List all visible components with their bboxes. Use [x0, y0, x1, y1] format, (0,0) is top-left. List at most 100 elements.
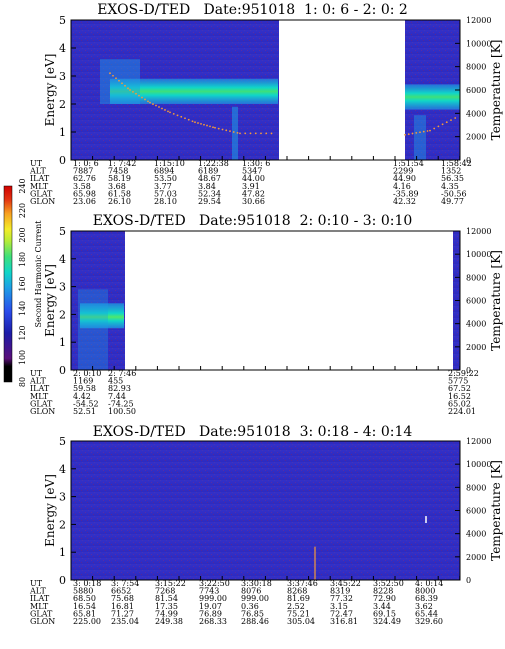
info-row-value: 3: 7:54 [111, 579, 139, 588]
info-row-value: 2: 0:10 [73, 369, 101, 378]
temperature-point [429, 129, 431, 132]
info-row-value: 44.90 [393, 174, 416, 183]
intensity-band [78, 289, 108, 370]
temperature-point [191, 120, 194, 123]
info-row-label: ILAT [30, 174, 50, 183]
y2-tick-label: 4000 [466, 320, 486, 329]
info-row-value: 3:30:18 [241, 579, 272, 588]
title-panel-1: EXOS-D/TED Date:951018 1: 0: 6 - 2: 0: 2 [97, 2, 408, 18]
info-row-value: 68.39 [415, 594, 438, 603]
panel-2: 0 1 2 3 4 5 0 2000 4000 6000 8000 10000 12000 Energy … [29, 225, 503, 416]
info-row-value: 1352 [441, 167, 461, 176]
info-row-value: 7.44 [108, 392, 126, 401]
title-panel-3: EXOS-D/TED Date:951018 3: 0:18 - 4: 0:14 [92, 424, 413, 440]
spectrogram-block [71, 231, 125, 370]
plot-frame [70, 230, 461, 371]
temperature-point [118, 79, 120, 82]
info-row-label: GLON [30, 197, 55, 206]
colorbar-tick-label: 160 [18, 276, 27, 291]
info-row-value: 65.98 [73, 189, 96, 198]
temperature-point [206, 124, 208, 127]
temperature-point [109, 72, 111, 75]
info-row-value: -74.25 [108, 399, 134, 408]
info-row-value: 53.50 [154, 174, 177, 183]
temperature-point [200, 122, 202, 125]
y2-axis-label: Temperature [K] [489, 40, 503, 141]
info-row-value: 1: 7:42 [108, 159, 136, 168]
info-row-value: 7887 [73, 167, 93, 176]
temperature-point [187, 118, 190, 121]
temperature-point [221, 128, 224, 131]
info-row-value: 82.93 [108, 384, 131, 393]
y-tick-label: 1 [59, 336, 66, 349]
temperature-point [115, 77, 117, 80]
temperature-point [254, 132, 257, 135]
temperature-point [217, 127, 220, 130]
intensity-band [110, 78, 278, 104]
temperature-point [422, 130, 425, 133]
temperature-point [184, 117, 186, 120]
title-panel-2: EXOS-D/TED Date:951018 2: 0:10 - 3: 0:10 [92, 213, 413, 229]
temperature-point [239, 132, 241, 135]
info-row-label: GLAT [30, 609, 53, 618]
info-row-label: ALT [29, 167, 46, 176]
info-row-value: 324.49 [373, 617, 401, 626]
info-row-value: 3:15:22 [155, 579, 186, 588]
info-row-value: 3.58 [73, 182, 91, 191]
y-tick-label: 4 [59, 463, 66, 476]
y2-tick-label: 0 [466, 366, 471, 375]
info-row-value: 224.01 [448, 407, 476, 416]
y-tick-label: 2 [59, 518, 66, 531]
temperature-point [169, 111, 171, 114]
info-row-value: 3.84 [198, 182, 216, 191]
y2-tick-label: 0 [466, 576, 471, 585]
info-row-value: 316.81 [330, 617, 358, 626]
info-row-value: 57.03 [154, 189, 177, 198]
info-row-value: 7268 [155, 587, 175, 596]
y-tick-label: 4 [59, 42, 66, 55]
y2-tick-label: 2000 [466, 133, 486, 142]
info-row-value: 30.66 [242, 197, 265, 206]
colorbar-tick-label: 120 [18, 325, 27, 340]
intensity-band [405, 84, 460, 110]
y2-axis-label: Temperature [K] [489, 250, 503, 351]
y2-tick-label: 6000 [466, 86, 486, 95]
info-row-value: 100.50 [108, 407, 136, 416]
info-row-value: 329.60 [415, 617, 443, 626]
y2-tick-label: 2000 [466, 343, 486, 352]
info-row-value: 75.68 [111, 594, 134, 603]
colorbar: 80 100 120 140 160 180 200 220 240 Second Harmoni… [3, 178, 43, 387]
intensity-band [414, 115, 426, 160]
info-row-value: 81.69 [287, 594, 310, 603]
temperature-point [437, 125, 440, 128]
info-row-value: 5775 [448, 377, 468, 386]
info-row-value: 8228 [373, 587, 393, 596]
temperature-point [265, 132, 268, 135]
temperature-point [236, 131, 239, 134]
y2-tick-label: 4000 [466, 109, 486, 118]
temperature-point [144, 98, 146, 101]
y-tick-label: 3 [59, 281, 66, 294]
info-row-value: 7458 [108, 167, 128, 176]
info-row-value: 67.52 [448, 384, 471, 393]
temperature-point [197, 122, 199, 124]
y-tick-label: 3 [59, 70, 66, 83]
info-row-value: 3.44 [373, 602, 391, 611]
y2-tick-label: 6000 [466, 297, 486, 306]
temperature-point [419, 131, 421, 134]
info-row-label: MLT [30, 602, 49, 611]
info-row-value: 72.47 [330, 609, 353, 618]
info-row-label: UT [30, 579, 43, 588]
y2-tick-label: 8000 [466, 273, 486, 282]
temperature-point [415, 132, 418, 134]
y-tick-label: 5 [59, 14, 66, 27]
y-axis-label: Energy [eV] [43, 474, 57, 547]
info-row-value: -50.56 [441, 189, 467, 198]
info-row-value: 2: 7:46 [108, 369, 136, 378]
info-row-label: GLON [30, 407, 55, 416]
temperature-point [232, 131, 235, 133]
y-tick-label: 2 [59, 98, 66, 111]
info-row-value: 8319 [330, 587, 350, 596]
temperature-point [176, 114, 179, 117]
info-row-value: 3.15 [330, 602, 348, 611]
